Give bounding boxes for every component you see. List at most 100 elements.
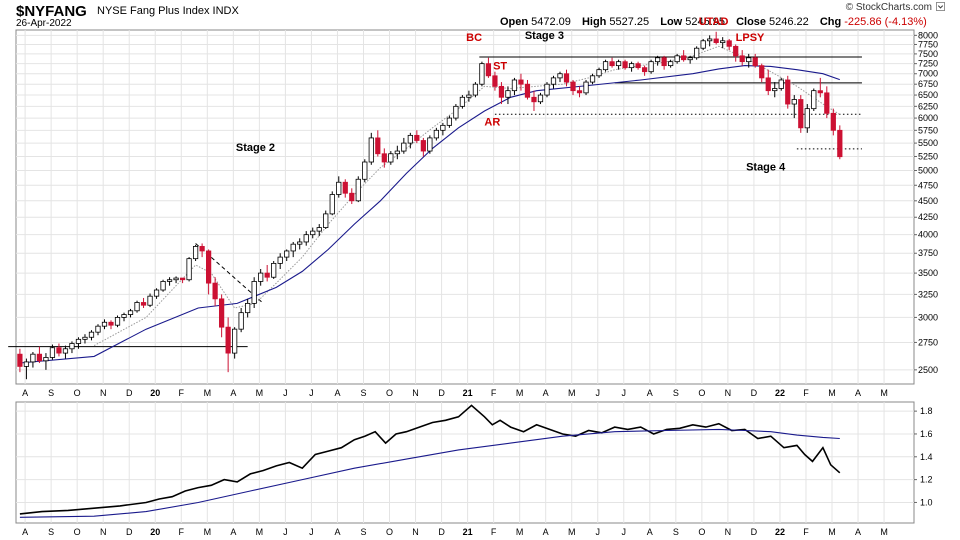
price-x-tick-label: A <box>230 388 236 398</box>
candle-body <box>589 75 596 83</box>
candle-body <box>323 213 329 228</box>
ratio-x-tick-label: M <box>516 527 524 537</box>
price-x-tick-label: S <box>673 388 679 398</box>
candle-body <box>225 326 231 354</box>
ratio-series-line <box>19 404 841 515</box>
candle-body <box>739 55 745 63</box>
price-y-tick-label: 3500 <box>918 268 938 278</box>
legend-text: MA(52) 1.56 <box>28 412 84 423</box>
candle-body <box>505 90 511 98</box>
ratio-x-tick-label: M <box>568 527 576 537</box>
candle-body <box>362 161 368 180</box>
ratio-x-tick-label: O <box>74 527 81 537</box>
chart-settings-icon[interactable] <box>936 2 945 11</box>
ratio-y-tick-label: 1.8 <box>920 406 933 416</box>
price-x-tick-label: F <box>803 388 809 398</box>
line-swatch-icon <box>16 417 25 422</box>
low-value: 5245.95 <box>685 16 725 28</box>
candle-body <box>687 57 693 61</box>
ratio-x-tick-label: A <box>230 527 236 537</box>
candle-body <box>440 124 446 131</box>
price-y-tick-label: 2500 <box>918 365 938 375</box>
candle-body <box>199 246 205 252</box>
high-value: 5527.25 <box>609 16 650 28</box>
candle-body <box>602 61 609 71</box>
candle-body <box>290 243 296 252</box>
candle-body <box>759 65 765 79</box>
price-y-tick-label: 3250 <box>918 289 938 299</box>
price-x-tick-label: 20 <box>150 388 160 398</box>
ratio-x-tick-label: F <box>179 527 185 537</box>
candle-body <box>641 67 648 73</box>
candle-body <box>23 361 30 367</box>
candle-body <box>258 272 264 282</box>
candle-body <box>817 90 823 94</box>
candle-body <box>668 61 674 67</box>
candle-body <box>69 343 75 350</box>
price-x-tick-label: O <box>698 388 705 398</box>
volume-swatch-icon <box>16 61 25 70</box>
ratio-x-tick-label: 20 <box>150 527 160 537</box>
candle-body <box>355 178 361 202</box>
candle-body <box>830 112 836 131</box>
price-x-tick-label: A <box>543 388 549 398</box>
candle-body <box>82 336 88 340</box>
candle-body <box>192 246 199 260</box>
price-y-tick-label: 5000 <box>918 166 938 176</box>
candle-body <box>661 57 667 67</box>
price-x-tick-label: M <box>880 388 888 398</box>
candle-body <box>297 241 303 245</box>
candle-body <box>433 129 439 139</box>
annotation-label: Stage 2 <box>236 142 275 154</box>
candle-body <box>713 38 719 44</box>
candle-body <box>557 73 563 79</box>
open-label: Open <box>500 16 529 28</box>
candle-body <box>427 137 433 152</box>
candle-body <box>531 96 537 103</box>
candle-body <box>101 321 108 327</box>
ratio-y-tick-label: 1.2 <box>920 475 933 485</box>
candle-body <box>622 61 628 69</box>
candle-body <box>212 282 218 300</box>
ratio-x-tick-label: 21 <box>463 527 473 537</box>
candle-body <box>166 279 173 282</box>
chart-symbol: $NYFANG <box>16 3 87 20</box>
ratio-x-tick-label: A <box>334 527 340 537</box>
candle-body <box>30 353 36 363</box>
price-x-tick-label: S <box>48 388 54 398</box>
price-x-tick-label: F <box>491 388 497 398</box>
candle-body <box>219 298 225 328</box>
candle-swatch-icon <box>16 31 25 40</box>
candle-body <box>778 79 784 89</box>
price-y-tick-label: 5750 <box>918 125 938 135</box>
candle-body <box>95 325 101 333</box>
candle-body <box>388 153 394 163</box>
candle-body <box>537 94 544 103</box>
price-y-tick-label: 5250 <box>918 151 938 161</box>
candle-body <box>733 45 739 57</box>
candle-body <box>88 331 95 338</box>
candle-body <box>492 75 498 87</box>
candle-body <box>791 99 797 105</box>
candle-body <box>43 357 49 362</box>
candle-body <box>368 137 374 163</box>
candle-body <box>583 81 589 94</box>
candle-body <box>498 85 505 98</box>
candle-body <box>284 250 290 258</box>
candle-body <box>518 79 524 85</box>
candle-body <box>147 295 153 306</box>
candle-body <box>674 55 680 63</box>
ratio-x-tick-label: O <box>386 527 393 537</box>
candle-body <box>127 310 134 315</box>
candle-body <box>381 153 387 163</box>
price-y-tick-label: 6250 <box>918 101 938 111</box>
candle-body <box>655 57 661 63</box>
price-y-tick-label: 2750 <box>918 337 938 347</box>
candle-body <box>186 258 192 281</box>
chart-date: 26-Apr-2022 <box>16 18 72 29</box>
candle-body <box>550 77 557 85</box>
candle-body <box>765 77 771 92</box>
annotation-label: Stage 3 <box>525 30 564 42</box>
price-panel <box>15 29 915 385</box>
